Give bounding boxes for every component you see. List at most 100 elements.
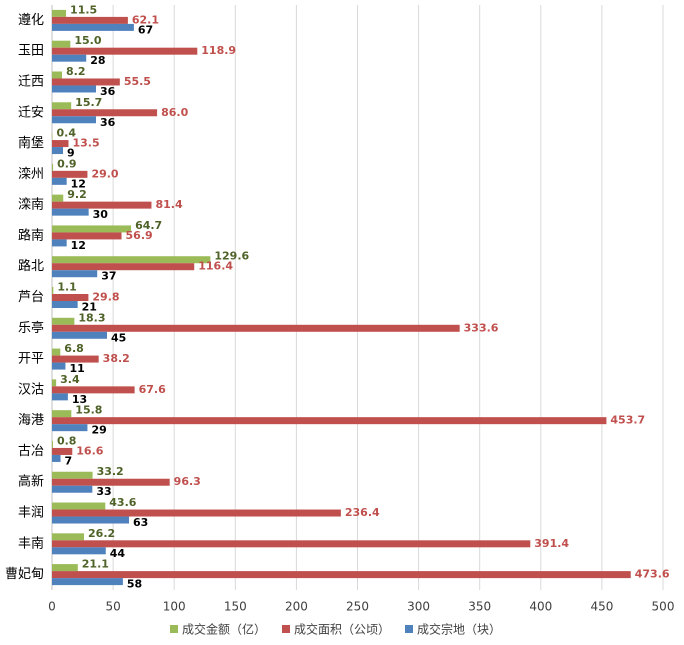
value-label: 9 <box>67 147 75 160</box>
bar <box>52 147 63 155</box>
value-label: 118.9 <box>201 44 236 57</box>
value-label: 9.2 <box>67 188 87 201</box>
value-label: 12 <box>71 177 86 190</box>
bar <box>52 287 54 294</box>
bar <box>52 301 78 308</box>
bar <box>52 102 72 110</box>
value-label: 81.4 <box>155 198 182 211</box>
bar <box>52 109 158 117</box>
x-tick-label: 400 <box>529 600 552 614</box>
value-label: 45 <box>111 331 126 344</box>
bar <box>52 502 106 510</box>
bar <box>52 516 129 524</box>
bar <box>52 270 98 278</box>
value-label: 33 <box>96 485 111 498</box>
bar <box>52 317 75 325</box>
value-label: 333.6 <box>464 321 499 334</box>
x-tick-label: 450 <box>590 600 613 614</box>
value-label: 8.2 <box>66 65 86 78</box>
value-label: 86.0 <box>161 106 188 119</box>
bar <box>52 54 87 62</box>
y-tick-label: 乐亭 <box>18 320 44 336</box>
bar <box>52 40 71 48</box>
bar <box>52 578 123 586</box>
value-label: 55.5 <box>124 75 151 88</box>
bar <box>52 116 96 124</box>
bar <box>52 47 198 55</box>
y-tick-label: 芦台 <box>18 290 44 305</box>
legend-label: 成交宗地（块） <box>417 622 501 637</box>
value-label: 116.4 <box>198 260 233 273</box>
x-tick-label: 100 <box>163 600 186 614</box>
value-label: 129.6 <box>214 250 249 263</box>
x-tick-label: 50 <box>105 600 120 614</box>
bar <box>52 194 64 202</box>
value-label: 16.6 <box>76 444 103 457</box>
bar <box>52 263 195 271</box>
legend-swatch <box>282 625 290 633</box>
value-label: 36 <box>100 116 116 129</box>
value-label: 13 <box>72 393 87 406</box>
y-tick-label: 滦南 <box>18 197 44 213</box>
value-label: 391.4 <box>534 537 569 550</box>
x-tick-label: 500 <box>652 600 675 614</box>
y-tick-label: 玉田 <box>18 44 44 59</box>
value-label: 30 <box>93 208 109 221</box>
y-tick-label: 路南 <box>18 227 44 243</box>
x-tick-label: 350 <box>468 600 491 614</box>
bar <box>52 471 93 479</box>
bar <box>52 23 134 31</box>
bar <box>52 393 68 401</box>
y-tick-label: 古冶 <box>18 444 44 459</box>
value-label: 473.6 <box>635 568 670 581</box>
value-label: 63 <box>133 516 148 529</box>
y-tick-label: 路北 <box>18 258 44 274</box>
value-label: 38.2 <box>103 352 130 365</box>
y-tick-label: 南堡 <box>18 135 44 151</box>
value-label: 453.7 <box>610 414 645 427</box>
value-label: 29.0 <box>91 167 118 180</box>
value-label: 11.5 <box>70 3 97 16</box>
value-label: 0.9 <box>57 157 77 170</box>
bar <box>52 509 341 517</box>
value-label: 21 <box>82 301 97 314</box>
y-tick-label: 开平 <box>18 352 44 367</box>
value-label: 62.1 <box>132 13 159 26</box>
bar <box>52 571 631 579</box>
value-label: 3.4 <box>60 373 80 386</box>
bar <box>52 85 96 93</box>
value-label: 15.0 <box>74 34 101 47</box>
value-label: 18.3 <box>78 311 105 324</box>
value-label: 13.5 <box>72 137 99 150</box>
x-tick-label: 0 <box>48 600 56 614</box>
value-label: 96.3 <box>174 475 201 488</box>
bar <box>52 454 61 462</box>
value-label: 33.2 <box>97 465 124 478</box>
bar <box>52 478 170 486</box>
value-label: 7 <box>65 454 73 467</box>
bar <box>52 140 69 148</box>
y-tick-label: 迁西 <box>18 74 44 89</box>
y-tick-label: 海港 <box>18 413 44 428</box>
value-label: 56.9 <box>126 229 153 242</box>
legend-swatch <box>170 625 178 633</box>
bar <box>52 355 99 363</box>
value-label: 37 <box>101 270 116 283</box>
bar <box>52 9 67 17</box>
x-tick-label: 300 <box>407 600 430 614</box>
y-tick-label: 汉沽 <box>18 382 44 397</box>
y-tick-label: 高新 <box>18 474 44 490</box>
value-label: 1.1 <box>57 281 77 294</box>
bar <box>52 201 152 209</box>
value-label: 0.4 <box>56 127 76 140</box>
value-label: 15.8 <box>75 404 102 417</box>
x-tick-label: 150 <box>224 600 247 614</box>
bar <box>52 256 211 264</box>
value-label: 6.8 <box>64 342 84 355</box>
bar <box>52 163 54 171</box>
value-label: 11 <box>69 362 84 375</box>
y-tick-label: 迁安 <box>18 105 44 120</box>
value-label: 236.4 <box>345 506 380 519</box>
bar <box>52 386 135 394</box>
bar <box>52 239 67 247</box>
